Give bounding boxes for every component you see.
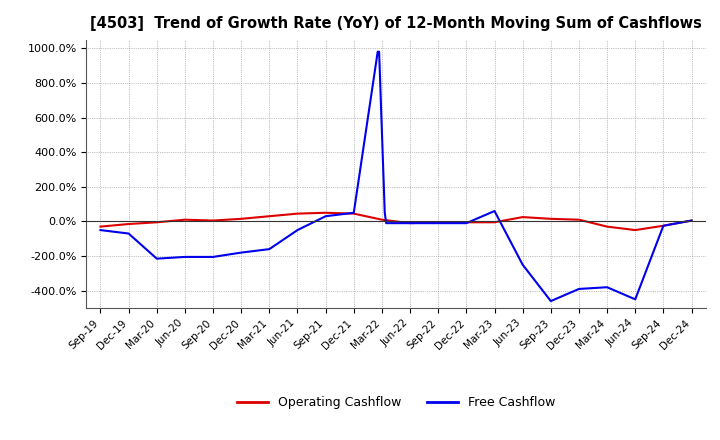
Operating Cashflow <box>349 211 358 216</box>
Operating Cashflow <box>546 216 555 221</box>
Line: Free Cashflow: Free Cashflow <box>101 52 691 301</box>
Operating Cashflow <box>125 221 133 227</box>
Free Cashflow <box>125 231 133 236</box>
Line: Operating Cashflow: Operating Cashflow <box>101 213 691 230</box>
Operating Cashflow <box>265 213 274 219</box>
Free Cashflow <box>462 220 471 226</box>
Operating Cashflow <box>462 220 471 225</box>
Operating Cashflow <box>603 224 611 229</box>
Free Cashflow <box>209 254 217 260</box>
Operating Cashflow <box>631 227 639 233</box>
Free Cashflow <box>380 210 389 216</box>
Free Cashflow <box>518 262 527 268</box>
Operating Cashflow <box>518 214 527 220</box>
Free Cashflow <box>181 254 189 260</box>
Operating Cashflow <box>377 217 386 222</box>
Operating Cashflow <box>406 220 415 226</box>
Operating Cashflow <box>181 217 189 222</box>
Operating Cashflow <box>490 220 499 225</box>
Free Cashflow <box>687 218 696 223</box>
Free Cashflow <box>349 210 358 216</box>
Free Cashflow <box>321 213 330 219</box>
Operating Cashflow <box>321 210 330 216</box>
Operating Cashflow <box>293 211 302 216</box>
Operating Cashflow <box>153 220 161 225</box>
Free Cashflow <box>153 256 161 261</box>
Free Cashflow <box>374 49 382 55</box>
Operating Cashflow <box>434 220 443 225</box>
Operating Cashflow <box>687 218 696 223</box>
Free Cashflow <box>631 297 639 302</box>
Legend: Operating Cashflow, Free Cashflow: Operating Cashflow, Free Cashflow <box>232 392 560 414</box>
Free Cashflow <box>265 246 274 252</box>
Free Cashflow <box>490 209 499 214</box>
Operating Cashflow <box>659 223 667 228</box>
Operating Cashflow <box>209 218 217 223</box>
Free Cashflow <box>382 220 390 226</box>
Title: [4503]  Trend of Growth Rate (YoY) of 12-Month Moving Sum of Cashflows: [4503] Trend of Growth Rate (YoY) of 12-… <box>90 16 702 32</box>
Operating Cashflow <box>96 224 105 229</box>
Free Cashflow <box>375 49 384 55</box>
Free Cashflow <box>575 286 583 292</box>
Operating Cashflow <box>237 216 246 221</box>
Free Cashflow <box>237 250 246 255</box>
Free Cashflow <box>293 227 302 233</box>
Operating Cashflow <box>575 217 583 222</box>
Free Cashflow <box>96 227 105 233</box>
Free Cashflow <box>659 223 667 228</box>
Free Cashflow <box>546 298 555 304</box>
Free Cashflow <box>434 220 443 226</box>
Free Cashflow <box>603 285 611 290</box>
Free Cashflow <box>406 220 415 226</box>
